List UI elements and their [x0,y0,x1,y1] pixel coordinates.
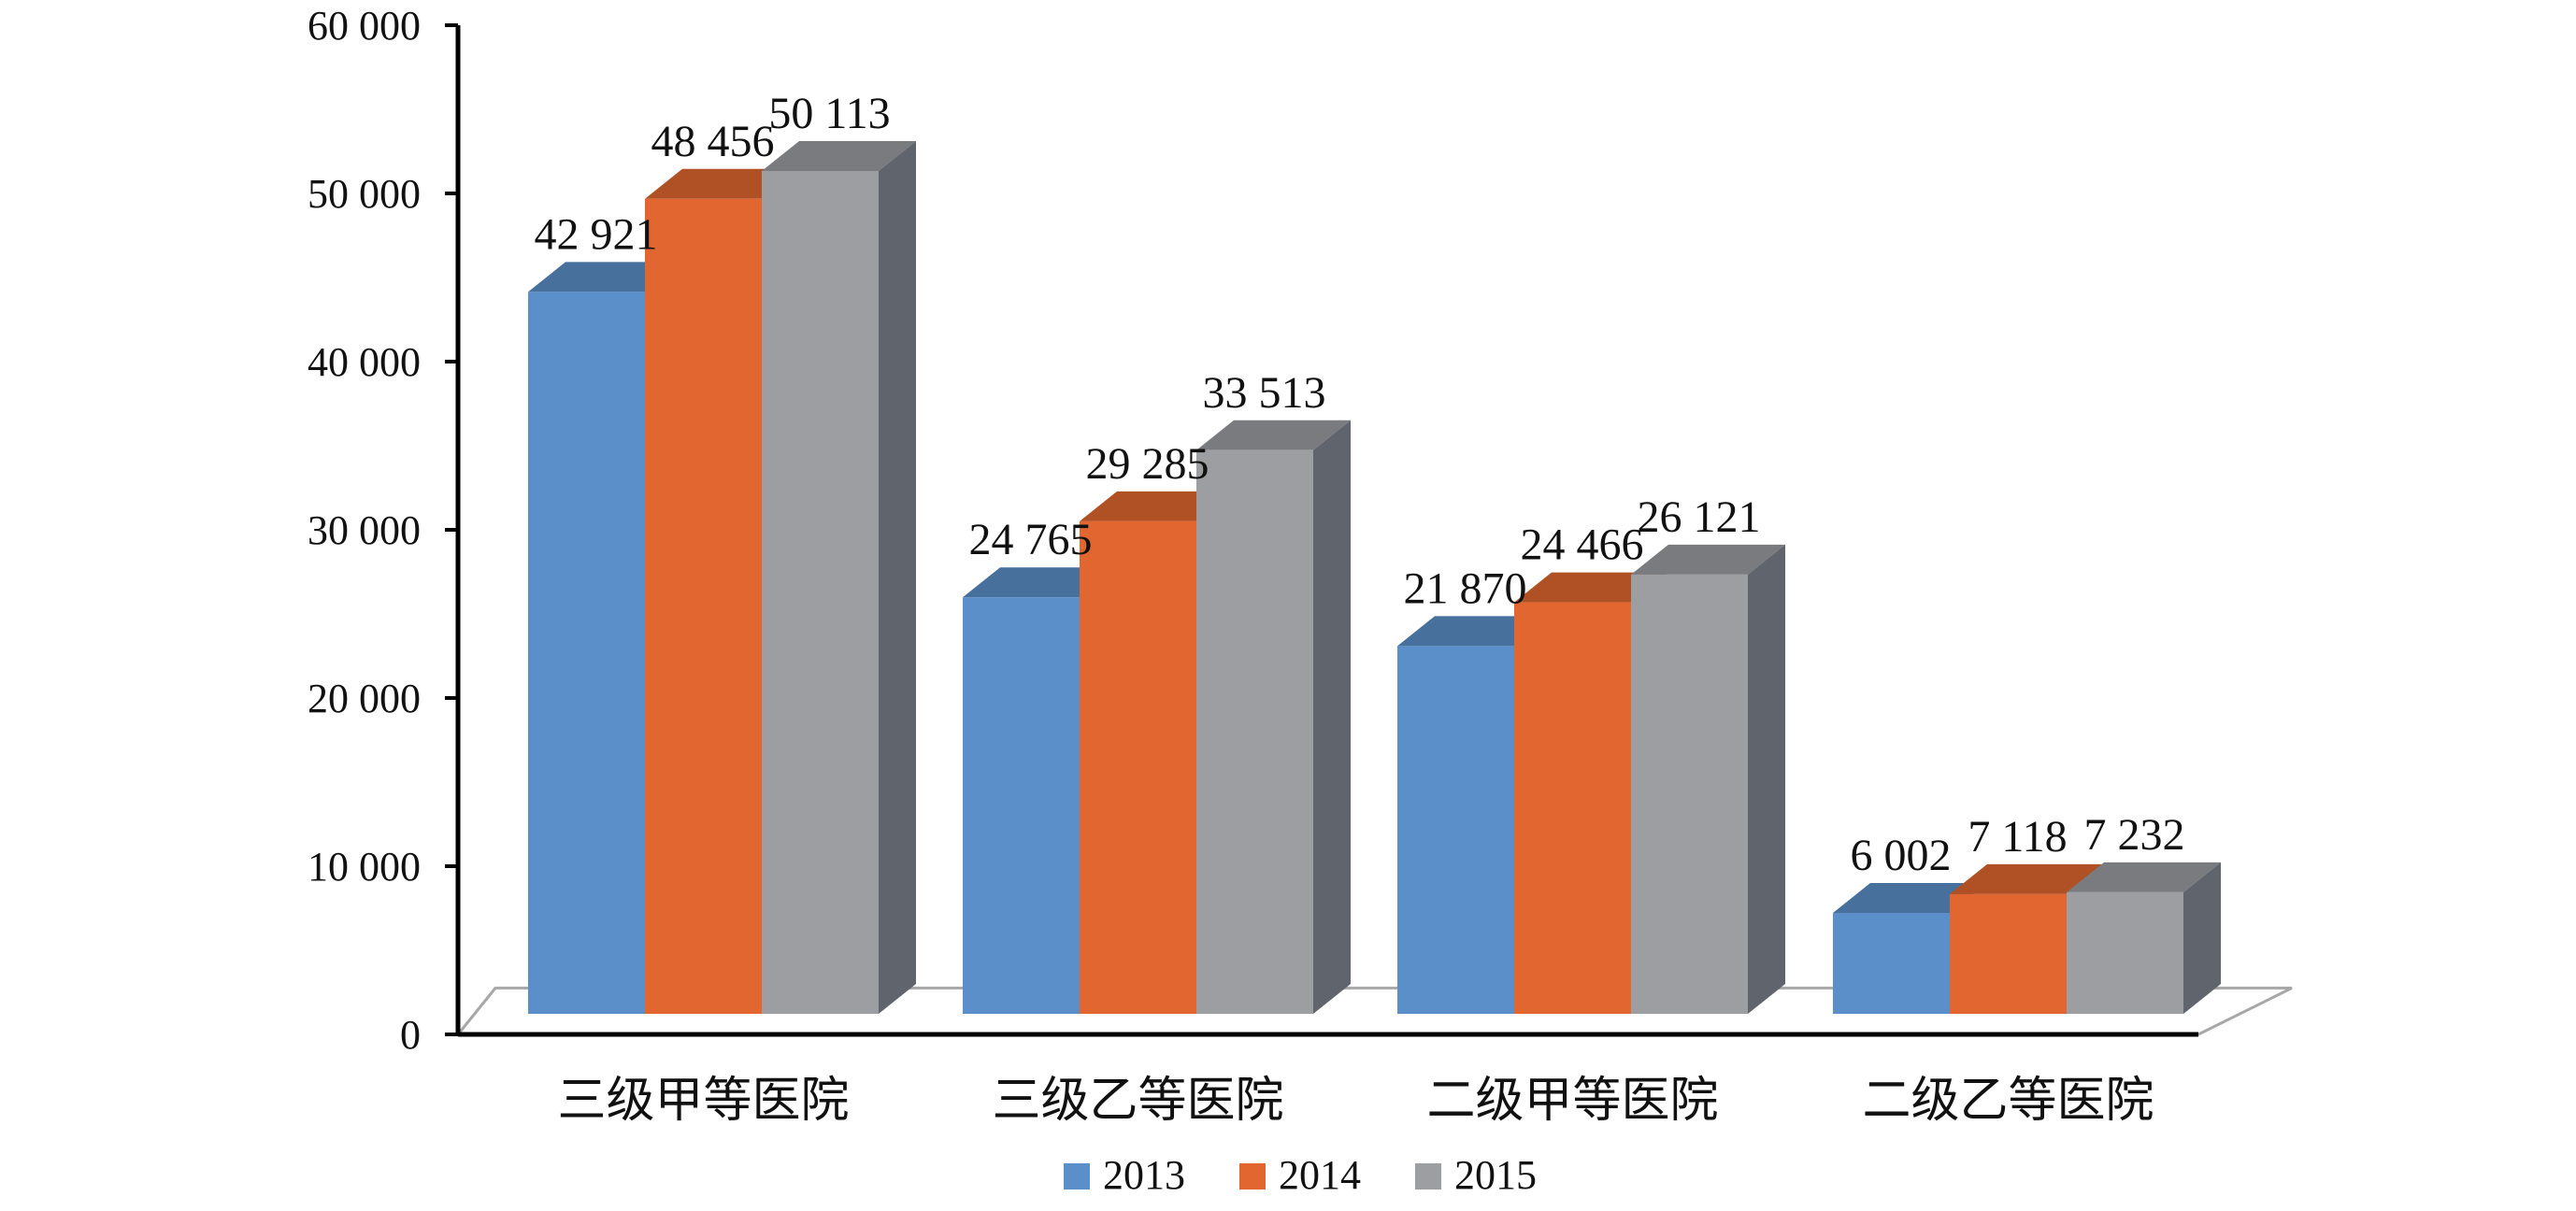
bar-front-face [528,292,645,1014]
bar-side-face [1313,420,1351,1014]
bar-top-face [645,168,799,199]
y-axis: 0 10 000 20 000 30 000 40 000 50 000 60 000 [308,3,2198,1058]
data-label: 48 456 [651,117,775,166]
bar [1631,544,1785,1014]
bar [1196,420,1351,1014]
bar-side-face [2183,862,2221,1014]
bar-front-face [1950,893,2067,1014]
data-label: 50 113 [768,89,890,138]
bar-front-face [2067,891,2183,1014]
data-label: 7 118 [1968,812,2067,862]
bar-front-face [762,170,879,1014]
y-tick-label: 40 000 [308,339,421,385]
y-tick-label: 0 [400,1012,421,1058]
bar-top-face [762,140,916,171]
data-label: 24 466 [1521,520,1644,570]
bar [1950,863,2104,1014]
legend-label: 2013 [1103,1152,1185,1198]
bar-top-face [1950,863,2104,894]
bar-front-face [645,198,762,1015]
legend-swatch [1064,1163,1090,1190]
bar [1833,882,1987,1014]
bar-front-face [963,597,1080,1014]
bar-front-face [1514,602,1631,1014]
bar [1397,616,1552,1014]
y-tick-label: 30 000 [308,507,421,553]
bar-side-face [1748,544,1785,1014]
bar [963,567,1117,1014]
legend-label: 2015 [1454,1152,1537,1198]
bar-top-face [2067,862,2221,892]
bar-front-face [1631,574,1748,1014]
data-label: 33 513 [1203,368,1326,418]
legend-item: 2013 [1064,1152,1185,1198]
y-tick-label: 60 000 [308,3,421,49]
bar-top-face [528,262,682,292]
data-label: 6 002 [1851,831,1952,880]
bar-front-face [1833,912,1950,1014]
data-label: 29 285 [1086,439,1209,489]
legend-item: 2015 [1415,1152,1537,1198]
data-label: 42 921 [535,209,658,259]
bars [528,140,2221,1015]
legend-label: 2014 [1279,1152,1361,1198]
bar [645,168,799,1015]
category-label: 三级乙等医院 [992,1073,1283,1129]
bar-top-face [1397,616,1552,647]
legend-swatch [1239,1163,1266,1190]
bar [762,140,916,1014]
y-tick-label: 50 000 [308,171,421,217]
bar-top-face [1631,544,1785,575]
legend-swatch [1415,1163,1441,1190]
bar [1080,491,1234,1014]
y-tick-label: 20 000 [308,676,421,721]
bar [2067,862,2221,1014]
bar-front-face [1397,646,1514,1014]
legend: 2013 2014 2015 [1064,1152,1537,1198]
legend-item: 2014 [1239,1152,1361,1198]
data-label: 24 765 [969,515,1093,564]
data-label: 7 232 [2084,810,2185,860]
bar-side-face [879,140,916,1014]
bar-front-face [1196,449,1313,1014]
bar-top-face [1196,420,1351,450]
bar-top-face [1833,882,1987,913]
bar [528,262,682,1014]
category-axis-labels: 三级甲等医院 三级乙等医院 二级甲等医院 二级乙等医院 [557,1073,2154,1129]
y-tick-label: 10 000 [308,844,421,890]
category-label: 三级甲等医院 [557,1073,849,1129]
bar-front-face [1080,520,1196,1014]
data-label: 21 870 [1404,563,1527,613]
bar [1514,572,1668,1014]
category-label: 二级乙等医院 [1862,1073,2154,1129]
bar-top-face [1514,572,1668,603]
data-label: 26 121 [1638,492,1761,542]
bar-top-face [1080,491,1234,521]
bar-top-face [963,567,1117,598]
category-label: 二级甲等医院 [1426,1073,1718,1129]
